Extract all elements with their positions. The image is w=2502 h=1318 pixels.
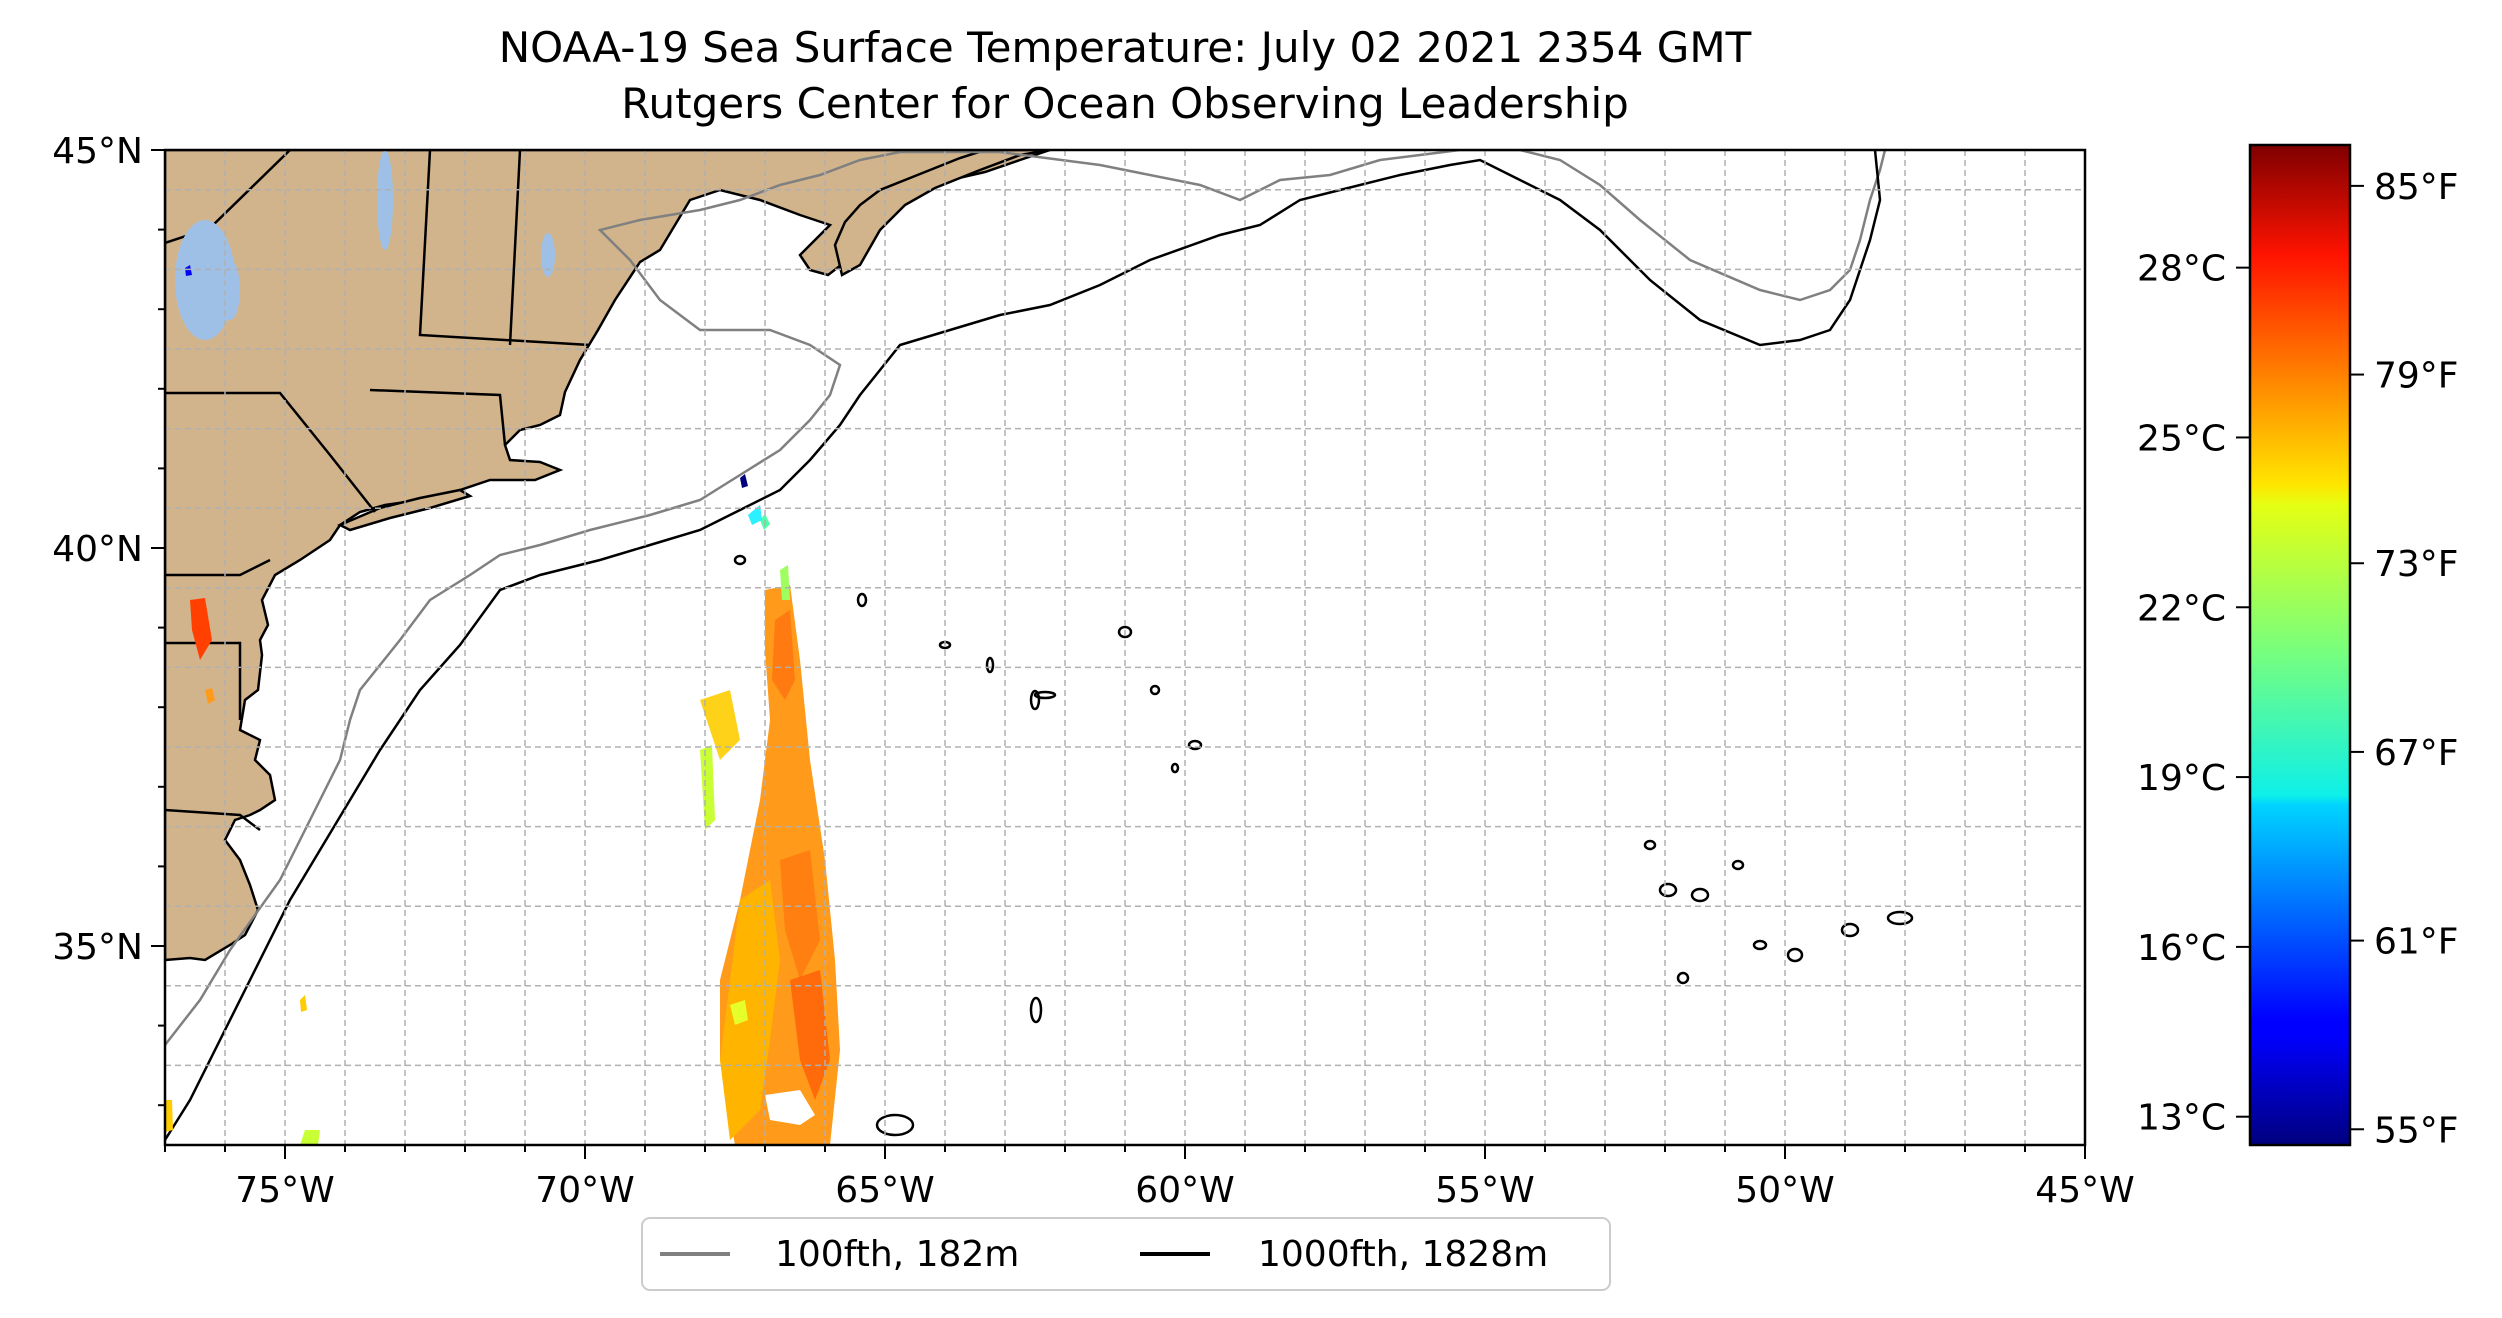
lon-tick-label: 45°W bbox=[2035, 1170, 2134, 1211]
colorbar-celsius-label: 25°C bbox=[2137, 418, 2226, 459]
lon-tick-label: 55°W bbox=[1435, 1170, 1534, 1211]
legend-label-1000fth: 1000fth, 1828m bbox=[1258, 1234, 1548, 1275]
legend-box bbox=[641, 1217, 1611, 1291]
colorbar-fahrenheit-label: 61°F bbox=[2374, 922, 2459, 963]
colorbar-celsius-label: 22°C bbox=[2137, 588, 2226, 629]
colorbar-fahrenheit-label: 79°F bbox=[2374, 356, 2459, 397]
contour-100fth bbox=[165, 150, 1887, 1046]
legend-label-100fth: 100fth, 182m bbox=[775, 1234, 1019, 1275]
colorbar-fahrenheit-label: 73°F bbox=[2374, 544, 2459, 585]
colorbar-celsius-label: 19°C bbox=[2137, 758, 2226, 799]
lon-tick-label: 50°W bbox=[1735, 1170, 1834, 1211]
bathymetry-legend: 100fth, 182m 1000fth, 1828m bbox=[641, 1217, 1611, 1291]
state-borders bbox=[165, 150, 591, 831]
lat-tick-label: 40°N bbox=[52, 529, 143, 570]
lon-tick-label: 70°W bbox=[535, 1170, 634, 1211]
map-subtitle: Rutgers Center for Ocean Observing Leade… bbox=[621, 79, 1629, 128]
colorbar-fahrenheit-label: 85°F bbox=[2374, 167, 2459, 208]
map-title: NOAA-19 Sea Surface Temperature: July 02… bbox=[498, 23, 1752, 72]
gridlines bbox=[165, 150, 2085, 1145]
lon-tick-label: 60°W bbox=[1135, 1170, 1234, 1211]
longitude-axis: 75°W 70°W 65°W 60°W 55°W 50°W 45°W bbox=[164, 1145, 2135, 1211]
lon-tick-label: 75°W bbox=[235, 1170, 334, 1211]
lon-tick-label: 65°W bbox=[835, 1170, 934, 1211]
colorbar: 13°C 16°C 19°C 22°C 25°C 28°C 55°F 61°F 67°F 73°… bbox=[2137, 143, 2459, 1151]
colorbar-fahrenheit-label: 55°F bbox=[2374, 1110, 2459, 1151]
colorbar-fahrenheit-label: 67°F bbox=[2374, 733, 2459, 774]
colorbar-fahrenheit-axis: 55°F 61°F 67°F 73°F 79°F 85°F bbox=[2350, 167, 2459, 1151]
colorbar-celsius-label: 13°C bbox=[2137, 1098, 2226, 1139]
colorbar-celsius-label: 16°C bbox=[2137, 928, 2226, 969]
lat-tick-label: 35°N bbox=[52, 927, 143, 968]
land-us-east-coast bbox=[165, 150, 1051, 962]
map-panel: 75°W 70°W 65°W 60°W 55°W 50°W 45°W 45°N 40°N 35°… bbox=[52, 131, 2134, 1211]
latitude-axis: 45°N 40°N 35°N bbox=[52, 131, 165, 1107]
land-nova-scotia bbox=[833, 150, 1051, 277]
lat-tick-label: 45°N bbox=[52, 131, 143, 172]
seamount-contours bbox=[733, 554, 1914, 1137]
colorbar-celsius-axis: 13°C 16°C 19°C 22°C 25°C 28°C bbox=[2137, 249, 2250, 1139]
colorbar-gradient bbox=[2248, 143, 2352, 1147]
colorbar-celsius-label: 28°C bbox=[2137, 249, 2226, 290]
lakes bbox=[175, 150, 555, 340]
contour-1000fth bbox=[165, 150, 1882, 1141]
